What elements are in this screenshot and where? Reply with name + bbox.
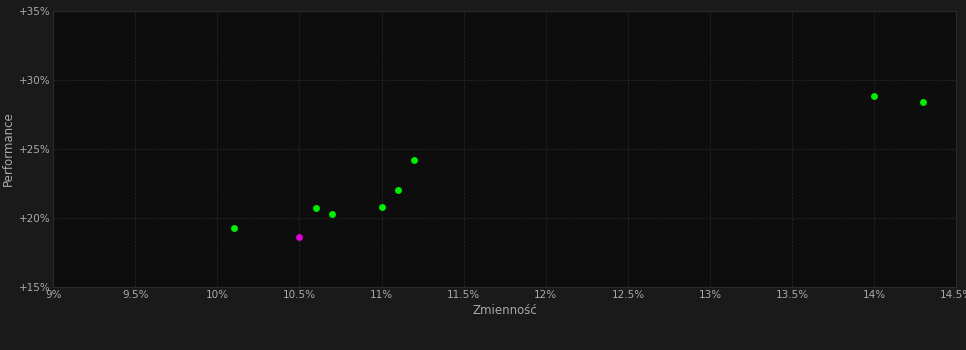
Y-axis label: Performance: Performance <box>1 111 14 186</box>
X-axis label: Zmienność: Zmienność <box>472 304 537 317</box>
